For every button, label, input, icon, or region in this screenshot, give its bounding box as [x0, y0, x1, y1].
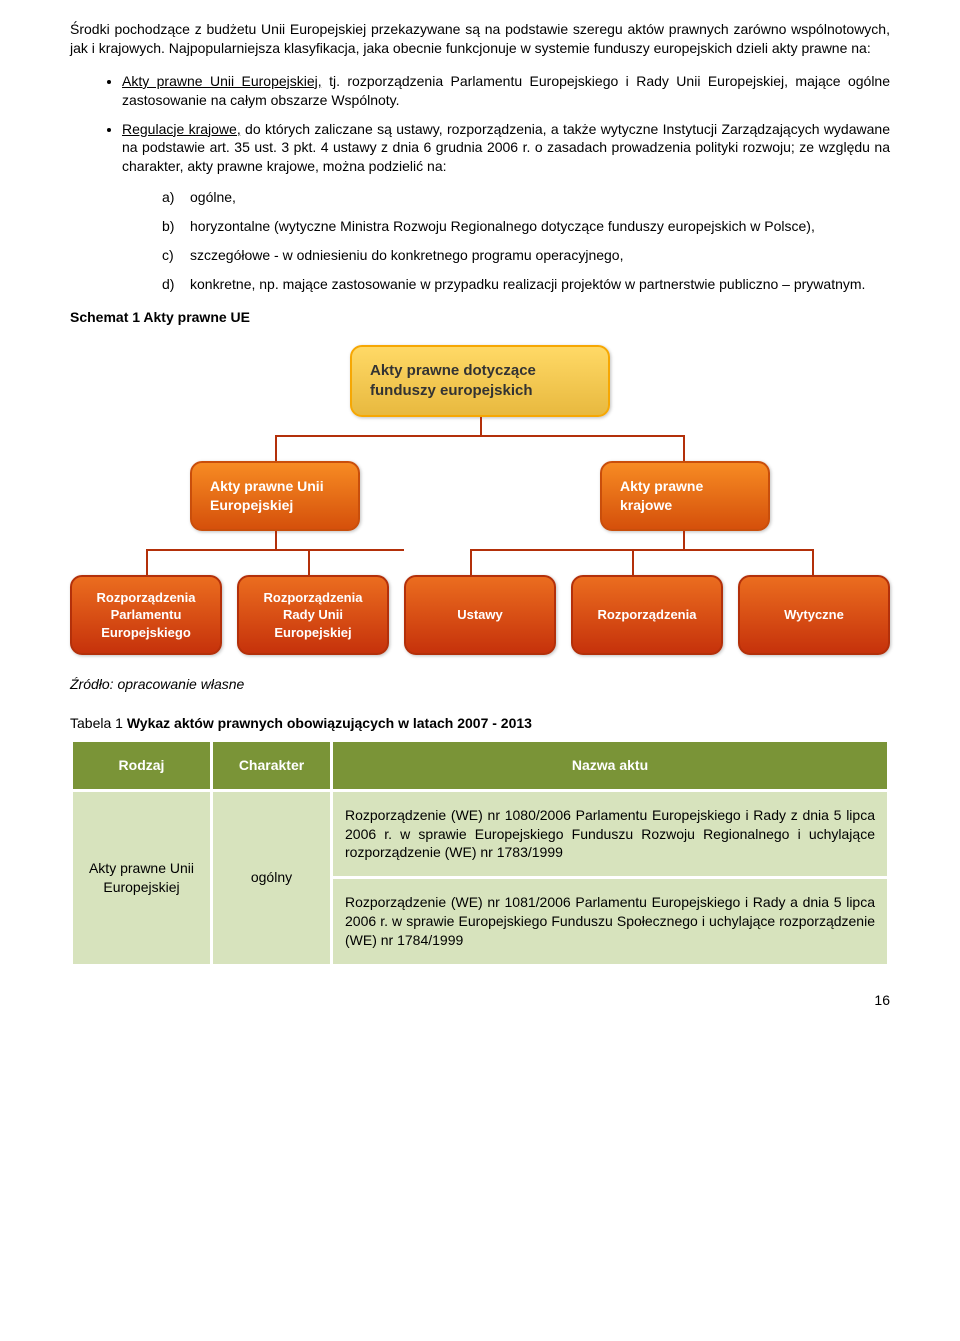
bullet-item: Akty prawne Unii Europejskiej, tj. rozpo…: [122, 72, 890, 110]
diagram-node-root: Akty prawne dotyczące funduszy europejsk…: [350, 345, 610, 418]
sub-marker: d): [162, 275, 190, 294]
sub-text: szczegółowe - w odniesieniu do konkretne…: [190, 246, 890, 265]
sub-marker: c): [162, 246, 190, 265]
table-row: Akty prawne Unii Europejskiej ogólny Roz…: [72, 790, 889, 878]
table-header-row: Rodzaj Charakter Nazwa aktu: [72, 740, 889, 790]
table-name: Wykaz aktów prawnych obowiązujących w la…: [127, 715, 532, 731]
legal-acts-table: Rodzaj Charakter Nazwa aktu Akty prawne …: [70, 739, 890, 967]
col-rodzaj: Rodzaj: [72, 740, 212, 790]
diagram-node-leaf: Wytyczne: [738, 575, 890, 655]
bullet-list: Akty prawne Unii Europejskiej, tj. rozpo…: [70, 72, 890, 176]
bullet-text: Regulacje krajowe, do których zaliczane …: [122, 121, 890, 175]
sub-marker: a): [162, 188, 190, 207]
sub-text: horyzontalne (wytyczne Ministra Rozwoju …: [190, 217, 890, 236]
sub-item: d)konkretne, np. mające zastosowanie w p…: [162, 275, 890, 294]
diagram-node-mid: Akty prawne Unii Europejskiej: [190, 461, 360, 531]
sub-text: konkretne, np. mające zastosowanie w prz…: [190, 275, 890, 294]
col-nazwa: Nazwa aktu: [332, 740, 889, 790]
col-charakter: Charakter: [212, 740, 332, 790]
sub-text: ogólne,: [190, 188, 890, 207]
table-number: Tabela 1: [70, 715, 127, 731]
sub-item: a)ogólne,: [162, 188, 890, 207]
diagram-node-leaf: Rozporządzenia Parlamentu Europejskiego: [70, 575, 222, 655]
sub-marker: b): [162, 217, 190, 236]
cell-rodzaj: Akty prawne Unii Europejskiej: [72, 790, 212, 965]
cell-nazwa: Rozporządzenie (WE) nr 1080/2006 Parlame…: [332, 790, 889, 878]
diagram-node-leaf: Rozporządzenia Rady Unii Europejskiej: [237, 575, 389, 655]
sub-list: a)ogólne, b)horyzontalne (wytyczne Minis…: [70, 188, 890, 294]
bullet-item: Regulacje krajowe, do których zaliczane …: [122, 120, 890, 177]
sub-item: b)horyzontalne (wytyczne Ministra Rozwoj…: [162, 217, 890, 236]
diagram-node-mid: Akty prawne krajowe: [600, 461, 770, 531]
sub-item: c)szczegółowe - w odniesieniu do konkret…: [162, 246, 890, 265]
table-title: Tabela 1 Wykaz aktów prawnych obowiązują…: [70, 714, 890, 733]
cell-charakter: ogólny: [212, 790, 332, 965]
schema-label: Schemat 1 Akty prawne UE: [70, 308, 890, 327]
intro-paragraph: Środki pochodzące z budżetu Unii Europej…: [70, 20, 890, 58]
page-number: 16: [70, 991, 890, 1010]
bullet-text: Akty prawne Unii Europejskiej, tj. rozpo…: [122, 73, 890, 108]
source-label: Źródło: opracowanie własne: [70, 675, 890, 694]
diagram: Akty prawne dotyczące funduszy europejsk…: [70, 345, 890, 655]
cell-nazwa: Rozporządzenie (WE) nr 1081/2006 Parlame…: [332, 878, 889, 966]
diagram-node-leaf: Rozporządzenia: [571, 575, 723, 655]
diagram-node-leaf: Ustawy: [404, 575, 556, 655]
